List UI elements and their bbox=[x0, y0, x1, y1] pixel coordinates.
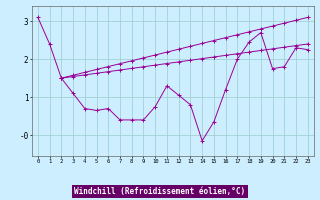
Text: Windchill (Refroidissement éolien,°C): Windchill (Refroidissement éolien,°C) bbox=[75, 187, 245, 196]
